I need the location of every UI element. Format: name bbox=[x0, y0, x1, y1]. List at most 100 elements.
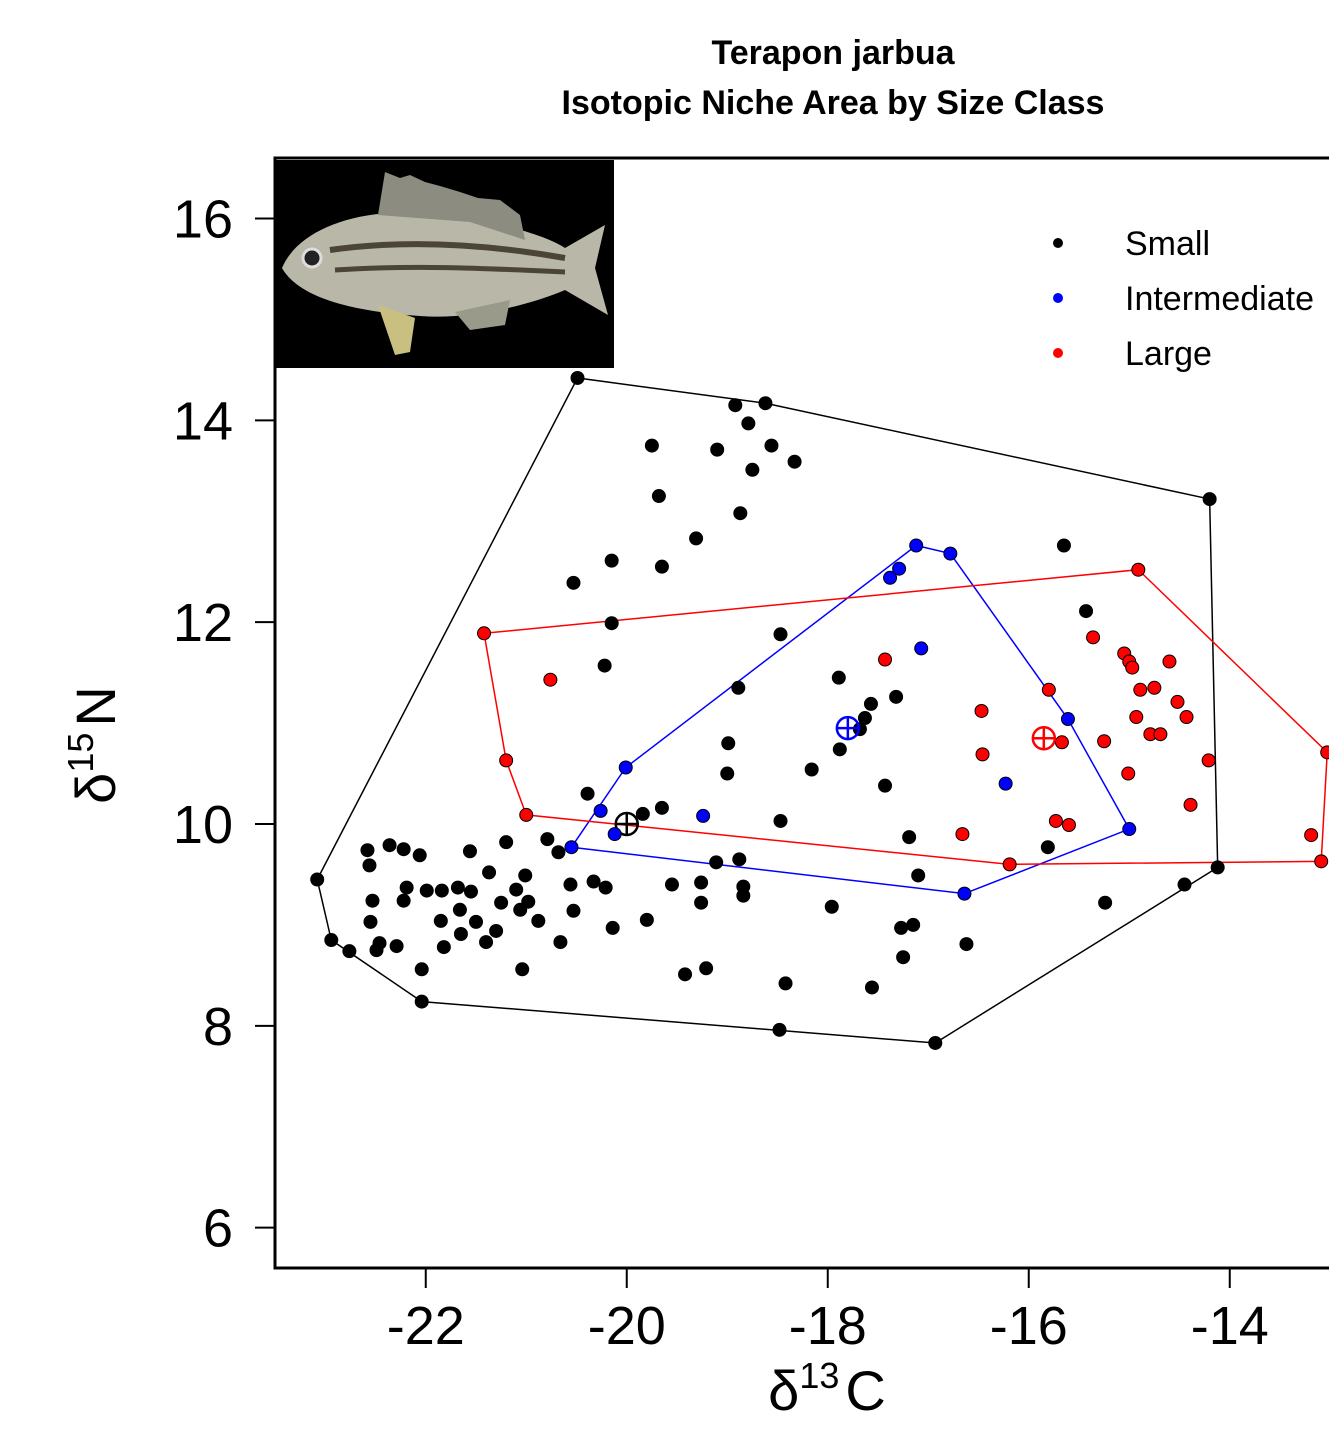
data-point bbox=[450, 880, 465, 895]
data-point bbox=[618, 760, 633, 775]
data-point bbox=[998, 776, 1013, 791]
data-point bbox=[593, 803, 608, 818]
data-point bbox=[531, 913, 546, 928]
data-point bbox=[1320, 745, 1329, 760]
data-point bbox=[832, 742, 847, 757]
data-point bbox=[1060, 712, 1075, 727]
data-point bbox=[741, 416, 756, 431]
data-point bbox=[563, 877, 578, 892]
data-point bbox=[324, 933, 339, 948]
data-point bbox=[909, 538, 924, 553]
fish-stripe bbox=[329, 241, 566, 261]
data-point bbox=[955, 827, 970, 842]
data-point bbox=[878, 778, 893, 793]
data-point bbox=[469, 914, 483, 929]
data-point bbox=[804, 762, 819, 777]
data-point bbox=[521, 894, 536, 909]
data-point bbox=[764, 438, 779, 453]
data-point bbox=[1210, 860, 1225, 875]
data-point bbox=[1162, 654, 1177, 669]
fish-body bbox=[282, 212, 608, 317]
x-label-superscript: 13 bbox=[799, 1355, 839, 1396]
data-point bbox=[709, 855, 724, 870]
data-point bbox=[463, 884, 478, 899]
plot-frame bbox=[273, 156, 1329, 1270]
data-point bbox=[745, 462, 760, 477]
data-point bbox=[396, 893, 411, 908]
y-axis-label: δ15 N bbox=[60, 686, 127, 804]
data-point bbox=[433, 913, 448, 928]
data-point bbox=[414, 962, 429, 977]
data-point bbox=[362, 858, 377, 873]
data-point bbox=[1086, 630, 1101, 645]
data-point bbox=[892, 561, 907, 576]
data-point bbox=[553, 935, 568, 950]
data-point bbox=[778, 976, 793, 991]
data-point bbox=[604, 616, 619, 631]
data-point bbox=[1153, 727, 1168, 742]
data-point bbox=[736, 888, 751, 903]
data-point bbox=[694, 895, 709, 910]
data-point bbox=[733, 506, 748, 521]
data-point bbox=[635, 806, 650, 821]
chart-subtitle: Isotopic Niche Area by Size Class bbox=[562, 84, 1105, 122]
data-point bbox=[975, 747, 990, 762]
data-point bbox=[605, 920, 620, 935]
data-point bbox=[1304, 828, 1319, 843]
data-point bbox=[863, 696, 878, 711]
data-point bbox=[824, 899, 839, 914]
legend-label: Intermediate bbox=[1125, 280, 1314, 318]
centroid-cross bbox=[1032, 727, 1055, 750]
y-tick-label: 12 bbox=[173, 593, 233, 653]
data-point bbox=[1170, 694, 1185, 709]
data-point bbox=[1147, 680, 1162, 695]
data-point bbox=[1201, 753, 1216, 768]
data-point bbox=[604, 553, 619, 568]
data-point bbox=[1079, 604, 1094, 619]
centroid bbox=[1031, 725, 1057, 751]
x-tick-label: -16 bbox=[990, 1296, 1068, 1356]
data-point bbox=[1054, 735, 1069, 750]
data-point bbox=[499, 835, 514, 850]
data-point bbox=[1002, 857, 1017, 872]
data-point bbox=[1122, 822, 1137, 837]
data-point bbox=[773, 813, 788, 828]
legend-marker bbox=[1053, 293, 1063, 303]
data-point bbox=[883, 570, 898, 585]
data-point bbox=[453, 926, 468, 941]
data-point bbox=[436, 940, 451, 955]
data-point bbox=[412, 848, 427, 863]
data-point bbox=[1131, 562, 1146, 577]
data-point bbox=[710, 442, 725, 457]
legend-marker bbox=[1053, 348, 1063, 358]
data-point bbox=[509, 882, 524, 897]
centroid-cross bbox=[836, 717, 859, 740]
data-point bbox=[894, 920, 909, 935]
data-point bbox=[896, 950, 911, 965]
data-point bbox=[365, 893, 380, 908]
data-point bbox=[902, 830, 917, 845]
data-point bbox=[721, 736, 736, 751]
data-point bbox=[1121, 766, 1136, 781]
y-label-symbol: δ bbox=[64, 773, 127, 804]
y-tick-label: 8 bbox=[203, 997, 233, 1057]
data-point bbox=[1048, 813, 1063, 828]
data-point bbox=[1041, 682, 1056, 697]
data-point bbox=[564, 840, 579, 855]
data-point bbox=[566, 903, 581, 918]
data-point bbox=[1183, 797, 1198, 812]
data-point bbox=[389, 939, 404, 954]
data-point bbox=[396, 842, 411, 857]
data-point bbox=[959, 937, 974, 952]
data-point bbox=[434, 883, 449, 898]
data-point bbox=[489, 923, 504, 938]
chart-title: Terapon jarbua bbox=[711, 34, 955, 72]
data-point bbox=[644, 438, 659, 453]
fish-dorsal-fin bbox=[378, 172, 525, 240]
legend-label: Large bbox=[1125, 335, 1212, 373]
data-point bbox=[566, 575, 581, 590]
data-point bbox=[1314, 854, 1329, 869]
y-tick-label: 14 bbox=[173, 391, 233, 451]
